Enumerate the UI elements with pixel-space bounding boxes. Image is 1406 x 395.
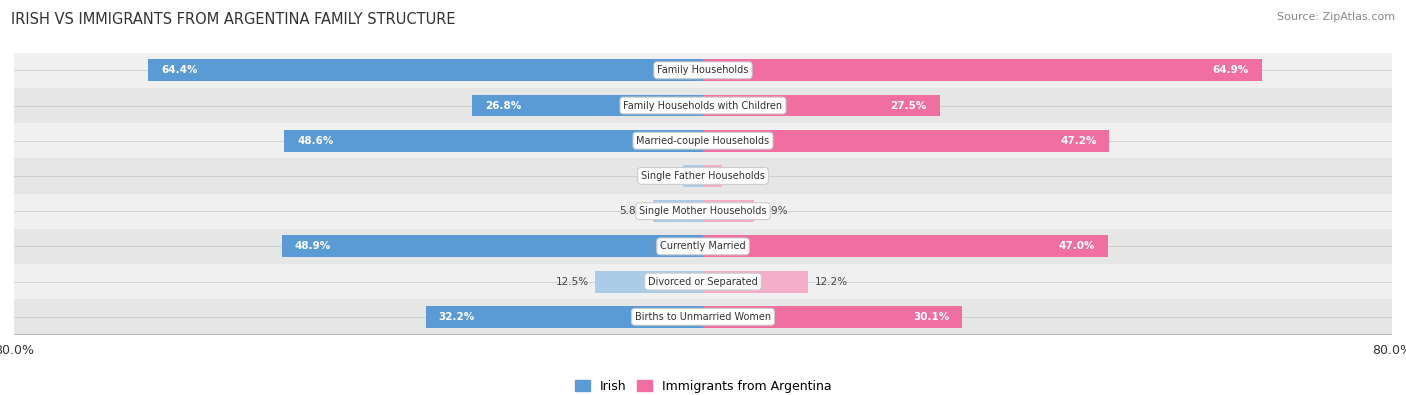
Text: 2.3%: 2.3% [650,171,676,181]
Text: 48.9%: 48.9% [295,241,330,251]
Bar [703,200,754,222]
Bar [14,229,1392,264]
Text: Single Mother Households: Single Mother Households [640,206,766,216]
Bar [703,271,808,293]
Text: 5.9%: 5.9% [761,206,787,216]
Text: IRISH VS IMMIGRANTS FROM ARGENTINA FAMILY STRUCTURE: IRISH VS IMMIGRANTS FROM ARGENTINA FAMIL… [11,12,456,27]
Bar [703,59,1263,81]
Bar [14,194,1392,229]
Bar [14,264,1392,299]
Text: Currently Married: Currently Married [661,241,745,251]
Bar [426,306,703,328]
Bar [703,235,1108,257]
Bar [595,271,703,293]
Bar [703,306,962,328]
Bar [683,165,703,187]
Text: 48.6%: 48.6% [298,136,333,146]
Bar [14,123,1392,158]
Bar [703,165,721,187]
Text: Births to Unmarried Women: Births to Unmarried Women [636,312,770,322]
Bar [703,130,1109,152]
Bar [14,88,1392,123]
Text: 12.2%: 12.2% [815,276,848,287]
Text: Family Households: Family Households [658,65,748,75]
Text: 64.4%: 64.4% [162,65,198,75]
Bar [149,59,703,81]
Text: 30.1%: 30.1% [912,312,949,322]
Bar [472,94,703,117]
Text: Married-couple Households: Married-couple Households [637,136,769,146]
Bar [284,130,703,152]
Text: 27.5%: 27.5% [890,100,927,111]
Bar [14,53,1392,88]
Text: 64.9%: 64.9% [1213,65,1249,75]
Text: Source: ZipAtlas.com: Source: ZipAtlas.com [1277,12,1395,22]
Bar [14,299,1392,335]
Text: Family Households with Children: Family Households with Children [623,100,783,111]
Text: 5.8%: 5.8% [620,206,647,216]
Text: 26.8%: 26.8% [485,100,522,111]
Text: 32.2%: 32.2% [439,312,475,322]
Bar [14,158,1392,194]
Bar [703,94,939,117]
Bar [281,235,703,257]
Text: 2.2%: 2.2% [728,171,755,181]
Text: Single Father Households: Single Father Households [641,171,765,181]
Text: 12.5%: 12.5% [555,276,589,287]
Legend: Irish, Immigrants from Argentina: Irish, Immigrants from Argentina [569,375,837,395]
Text: Divorced or Separated: Divorced or Separated [648,276,758,287]
Text: 47.2%: 47.2% [1060,136,1097,146]
Bar [652,200,703,222]
Text: 47.0%: 47.0% [1059,241,1095,251]
